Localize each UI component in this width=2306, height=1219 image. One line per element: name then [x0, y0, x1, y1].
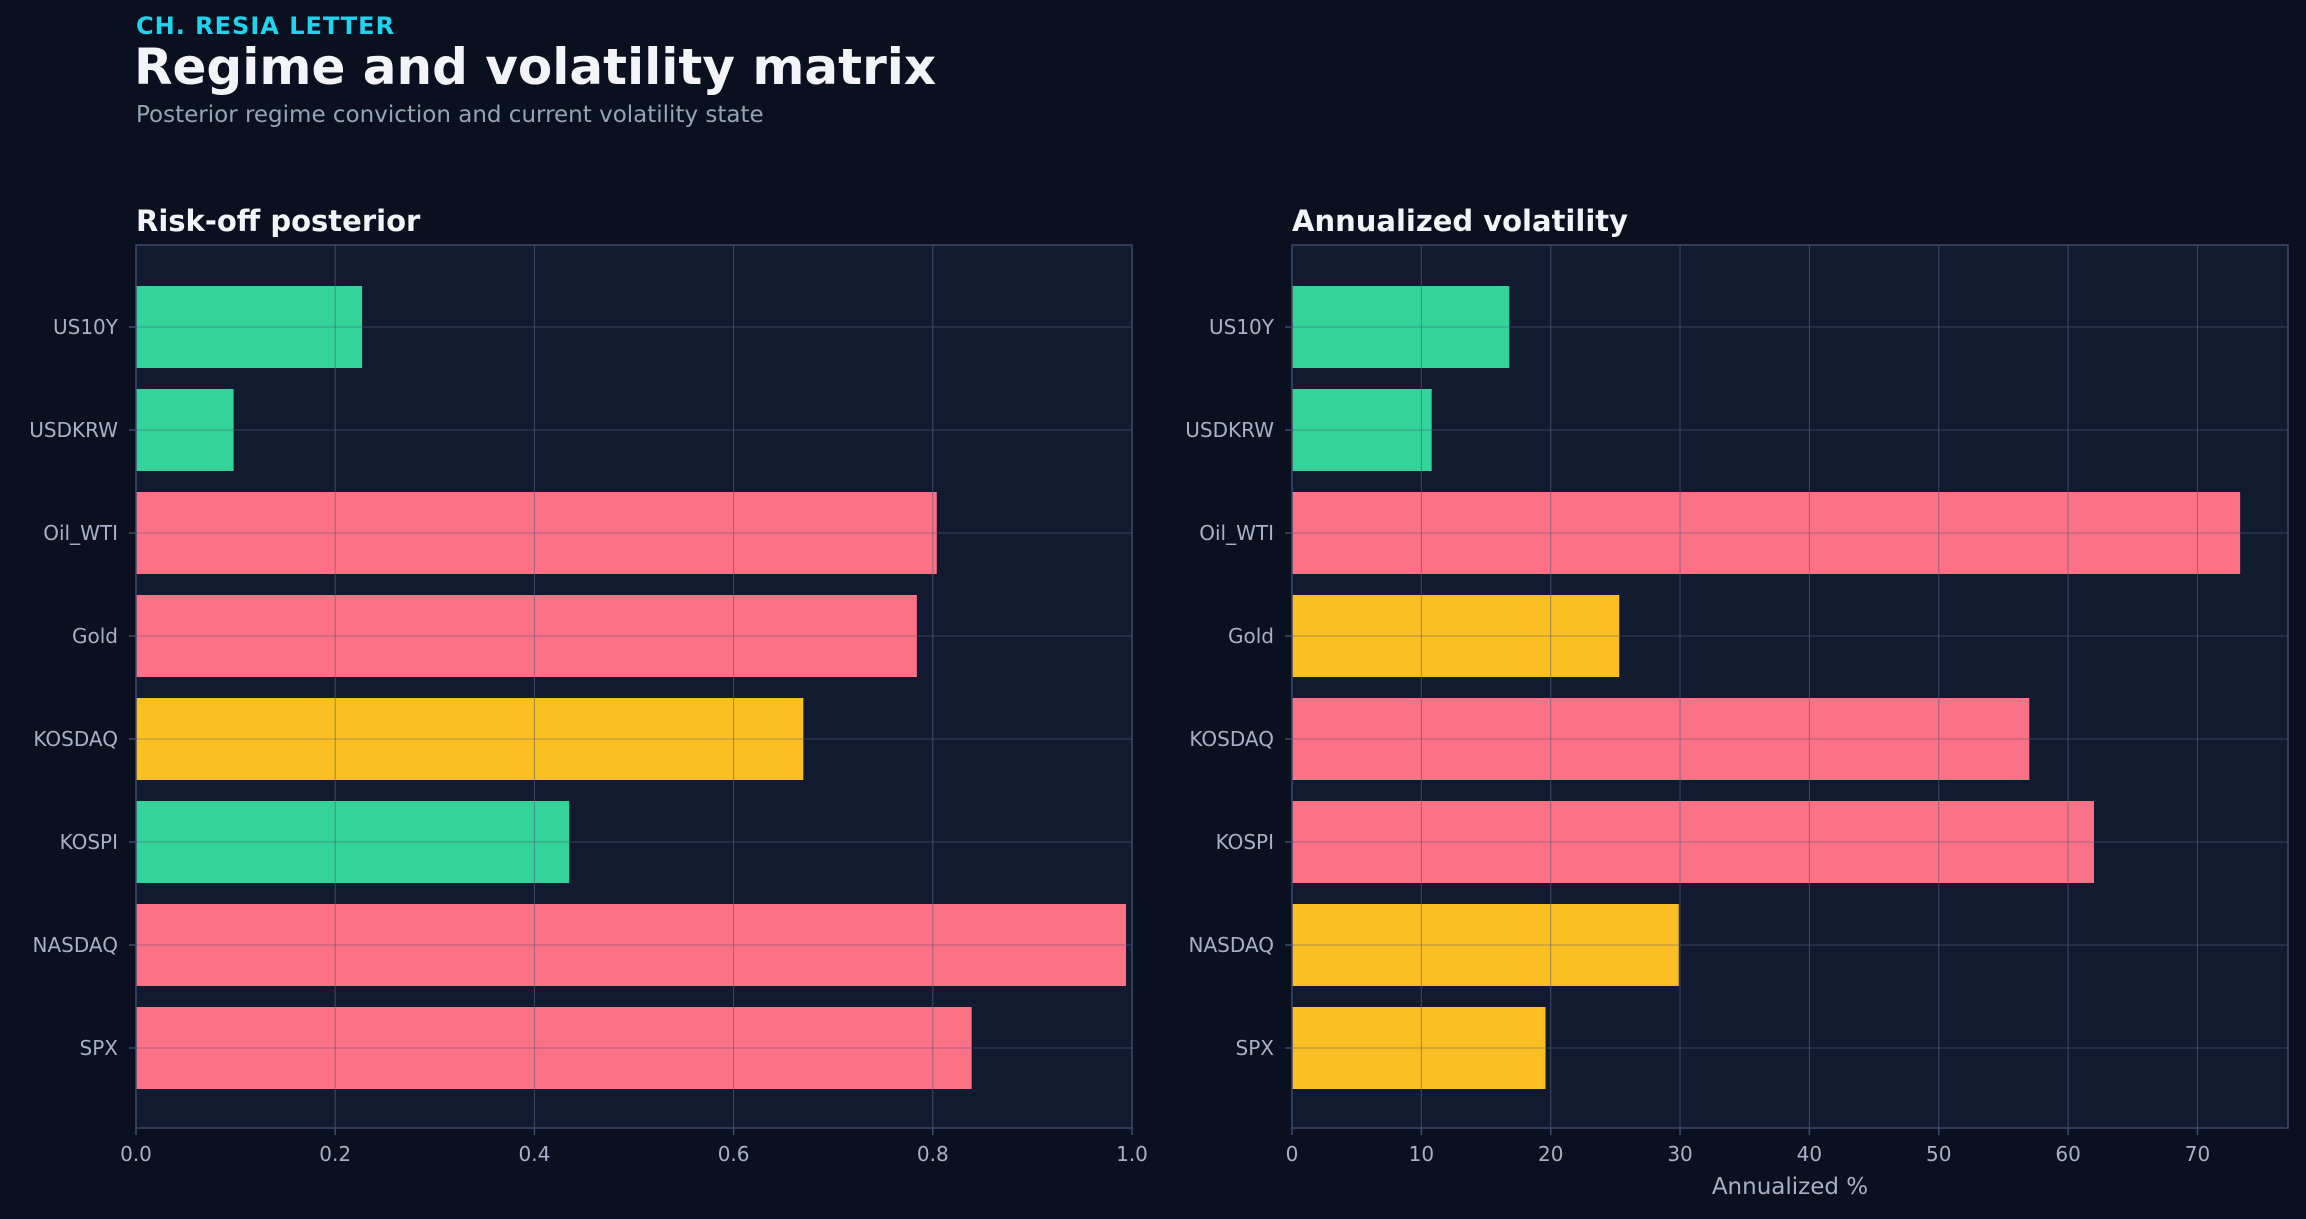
panel-1-xtick-label-0: 0.0 — [120, 1142, 152, 1166]
panel-2-bar-gold — [1292, 595, 1620, 677]
panel-1-xtick-label-5: 1.0 — [1116, 1142, 1148, 1166]
panel-2-frame — [1291, 244, 2289, 1129]
panel-1-ytick-label-gold: Gold — [72, 624, 118, 648]
panel-1-ytick-label-nasdaq: NASDAQ — [33, 933, 118, 957]
panel-1-title: Risk-off posterior — [136, 204, 421, 238]
panel-1-bar-us10y — [136, 286, 363, 368]
panel-1-bar-spx — [136, 1007, 972, 1089]
page-title: Regime and volatility matrix — [134, 38, 937, 96]
panel-1-bar-nasdaq — [136, 904, 1127, 986]
panel-2-bar-usdkrw — [1292, 389, 1432, 471]
panel-2-background — [1292, 245, 2288, 1128]
panel-1-ytick-label-us10y: US10Y — [53, 315, 119, 339]
panel-1-background — [136, 245, 1132, 1128]
panel-2-xtick-label-2: 20 — [1538, 1142, 1563, 1166]
panel-1-frame — [135, 244, 1133, 1129]
panel-2-bar-oil_wti — [1292, 492, 2241, 574]
panel-2-xtick-label-1: 10 — [1409, 1142, 1434, 1166]
panel-1-ytick-label-usdkrw: USDKRW — [29, 418, 118, 442]
panel-2-xtick-label-7: 70 — [2185, 1142, 2210, 1166]
panel-1-bar-oil_wti — [136, 492, 937, 574]
panel-2-xtick-label-4: 40 — [1797, 1142, 1822, 1166]
panel-2-bar-spx — [1292, 1007, 1546, 1089]
panel-2-xtick-label-0: 0 — [1286, 1142, 1299, 1166]
panel-1-ytick-label-spx: SPX — [80, 1036, 119, 1060]
panel-2-ytick-label-kosdaq: KOSDAQ — [1189, 727, 1274, 751]
panel-1-xtick-label-1: 0.2 — [319, 1142, 351, 1166]
panel-1-ytick-label-kosdaq: KOSDAQ — [33, 727, 118, 751]
eyebrow-label: CH. RESIA LETTER — [136, 12, 396, 40]
panel-1-bar-usdkrw — [136, 389, 234, 471]
panel-2-bar-us10y — [1292, 286, 1510, 368]
panel-2-ytick-label-gold: Gold — [1228, 624, 1274, 648]
panel-2-bar-kosdaq — [1292, 698, 2030, 780]
panel-1-bar-kospi — [136, 801, 570, 883]
panel-2-ytick-label-kospi: KOSPI — [1216, 830, 1274, 854]
panel-2-title: Annualized volatility — [1292, 204, 1628, 238]
panel-2-ytick-label-spx: SPX — [1236, 1036, 1275, 1060]
panel-2-ytick-label-nasdaq: NASDAQ — [1189, 933, 1274, 957]
panel-2-bar-kospi — [1292, 801, 2094, 883]
panel-2-xaxis-label: Annualized % — [1712, 1174, 1868, 1200]
panel-1-bar-gold — [136, 595, 917, 677]
page-subtitle: Posterior regime conviction and current … — [136, 102, 764, 128]
panel-1-ytick-label-kospi: KOSPI — [60, 830, 118, 854]
panel-1-ytick-label-oil_wti: Oil_WTI — [43, 521, 118, 545]
panel-2-ytick-label-oil_wti: Oil_WTI — [1199, 521, 1274, 545]
panel-1-xtick-label-2: 0.4 — [518, 1142, 550, 1166]
panel-2-bar-nasdaq — [1292, 904, 1679, 986]
panel-2-ytick-label-us10y: US10Y — [1209, 315, 1275, 339]
panel-1-xtick-label-4: 0.8 — [917, 1142, 949, 1166]
panel-2-xtick-label-6: 60 — [2055, 1142, 2080, 1166]
panel-2-xtick-label-3: 30 — [1667, 1142, 1692, 1166]
panel-2-xtick-label-5: 50 — [1926, 1142, 1951, 1166]
panel-1-xtick-label-3: 0.6 — [718, 1142, 750, 1166]
panel-2-ytick-label-usdkrw: USDKRW — [1185, 418, 1274, 442]
panel-1-bar-kosdaq — [136, 698, 804, 780]
